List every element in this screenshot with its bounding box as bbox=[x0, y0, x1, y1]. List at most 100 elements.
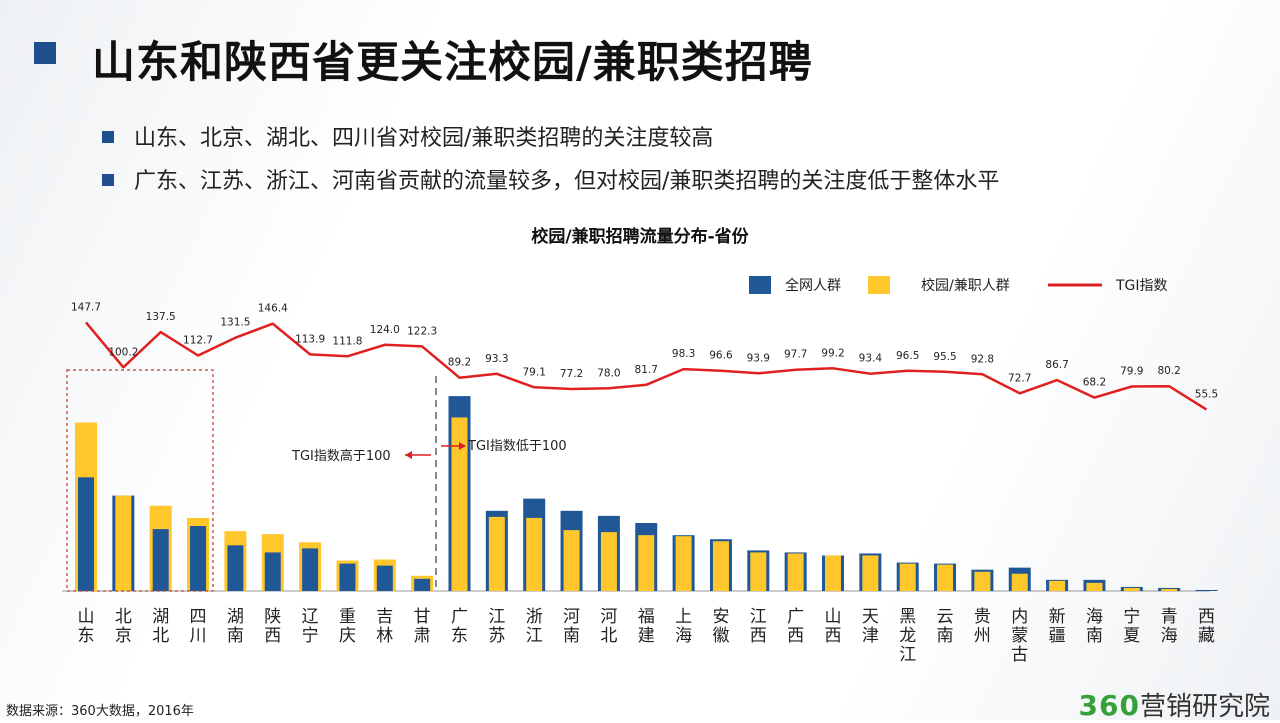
category-label-2: 湖北 bbox=[152, 607, 169, 646]
category-label-24: 贵州 bbox=[974, 607, 991, 646]
tgi-label-17: 96.6 bbox=[709, 350, 733, 362]
tgi-label-11: 93.3 bbox=[485, 353, 508, 365]
category-label-28: 宁夏 bbox=[1123, 607, 1140, 646]
category-label-6: 辽宁 bbox=[302, 607, 319, 646]
bullet-1: 山东、北京、湖北、四川省对校园/兼职类招聘的关注度较高 bbox=[102, 120, 713, 152]
legend-label-tgi: TGI指数 bbox=[1115, 278, 1168, 294]
bar-campus-23 bbox=[937, 564, 954, 591]
category-label-12: 浙江 bbox=[526, 607, 543, 646]
bar-campus-24 bbox=[974, 571, 991, 591]
tgi-label-22: 96.5 bbox=[896, 350, 919, 362]
tgi-label-10: 89.2 bbox=[448, 357, 471, 369]
category-label-22: 黑龙江 bbox=[899, 607, 916, 665]
category-label-18: 江西 bbox=[750, 607, 767, 646]
bar-campus-12 bbox=[526, 517, 543, 591]
tgi-label-0: 147.7 bbox=[71, 301, 101, 313]
bar-campus-21 bbox=[862, 555, 879, 591]
category-label-15: 福建 bbox=[638, 607, 655, 646]
tgi-label-13: 77.2 bbox=[560, 368, 583, 380]
bar-overall-4 bbox=[227, 545, 244, 591]
bar-campus-10 bbox=[451, 417, 468, 591]
bar-overall-30 bbox=[1195, 589, 1218, 591]
tgi-label-5: 146.4 bbox=[258, 303, 288, 315]
tgi-label-7: 111.8 bbox=[332, 335, 362, 347]
tgi-label-16: 98.3 bbox=[672, 348, 695, 360]
bullet-square-icon bbox=[102, 174, 114, 186]
tgi-label-24: 92.8 bbox=[971, 353, 994, 365]
tgi-label-19: 97.7 bbox=[784, 349, 807, 361]
bar-campus-17 bbox=[712, 541, 729, 591]
tgi-label-6: 113.9 bbox=[295, 333, 325, 345]
highlight-box bbox=[66, 369, 214, 592]
bullet-2: 广东、江苏、浙江、河南省贡献的流量较多，但对校园/兼职类招聘的关注度低于整体水平 bbox=[102, 163, 999, 195]
arrow-right-icon bbox=[459, 442, 466, 450]
tgi-label-18: 93.9 bbox=[747, 352, 770, 364]
category-label-1: 北京 bbox=[115, 607, 132, 646]
category-label-30: 西藏 bbox=[1198, 607, 1215, 646]
bar-campus-13 bbox=[563, 530, 580, 591]
legend-swatch-campus bbox=[868, 276, 890, 294]
category-label-3: 四川 bbox=[190, 607, 207, 646]
category-label-21: 天津 bbox=[862, 607, 879, 646]
bar-campus-1 bbox=[115, 495, 132, 591]
category-label-4: 湖南 bbox=[227, 607, 244, 646]
arrow-left-icon bbox=[405, 451, 412, 459]
bar-campus-28 bbox=[1123, 587, 1140, 591]
bar-overall-5 bbox=[264, 552, 281, 591]
category-label-17: 安徽 bbox=[712, 607, 729, 646]
tgi-label-30: 55.5 bbox=[1195, 389, 1218, 401]
tgi-label-25: 72.7 bbox=[1008, 372, 1031, 384]
bar-overall-6 bbox=[302, 548, 319, 591]
bar-campus-22 bbox=[899, 563, 916, 591]
bar-campus-25 bbox=[1011, 573, 1028, 591]
bar-campus-14 bbox=[600, 532, 617, 591]
bar-campus-16 bbox=[675, 536, 692, 591]
logo-number: 360 bbox=[1078, 689, 1140, 722]
tgi-label-14: 78.0 bbox=[597, 367, 620, 379]
category-label-13: 河南 bbox=[563, 607, 580, 646]
logo-text: 营销研究院 bbox=[1139, 692, 1270, 722]
category-label-9: 甘肃 bbox=[414, 607, 431, 646]
category-label-14: 河北 bbox=[600, 607, 617, 646]
bar-campus-20 bbox=[825, 555, 841, 591]
bar-campus-27 bbox=[1086, 582, 1103, 591]
legend-label-campus: 校园/兼职人群 bbox=[921, 277, 1010, 294]
annotation-above: TGI指数高于100 bbox=[291, 448, 391, 464]
tgi-label-23: 95.5 bbox=[933, 351, 956, 363]
tgi-label-28: 79.9 bbox=[1120, 365, 1143, 377]
category-label-7: 重庆 bbox=[339, 607, 356, 646]
bar-campus-15 bbox=[638, 535, 655, 591]
category-label-29: 青海 bbox=[1161, 607, 1178, 646]
tgi-label-27: 68.2 bbox=[1083, 377, 1106, 389]
bullet-1-text: 山东、北京、湖北、四川省对校园/兼职类招聘的关注度较高 bbox=[134, 126, 714, 151]
tgi-label-4: 131.5 bbox=[220, 317, 250, 329]
bar-overall-8 bbox=[376, 565, 393, 591]
category-label-27: 海南 bbox=[1086, 607, 1103, 646]
data-source: 数据来源：360大数据，2016年 bbox=[6, 704, 194, 719]
tgi-label-12: 79.1 bbox=[523, 366, 546, 378]
category-label-19: 广西 bbox=[787, 607, 804, 646]
tgi-label-15: 81.7 bbox=[635, 364, 658, 376]
tgi-label-1: 100.2 bbox=[108, 346, 138, 358]
category-label-11: 江苏 bbox=[488, 607, 505, 646]
category-label-8: 吉林 bbox=[376, 607, 393, 646]
category-label-5: 陕西 bbox=[264, 607, 281, 646]
bullet-2-text: 广东、江苏、浙江、河南省贡献的流量较多，但对校园/兼职类招聘的关注度低于整体水平 bbox=[134, 169, 1000, 194]
tgi-label-21: 93.4 bbox=[859, 353, 883, 365]
bar-campus-19 bbox=[787, 553, 804, 591]
page-title: 山东和陕西省更关注校园/兼职类招聘 bbox=[92, 38, 813, 88]
tgi-line bbox=[85, 321, 1208, 411]
tgi-label-20: 99.2 bbox=[821, 347, 844, 359]
tgi-label-29: 80.2 bbox=[1157, 365, 1180, 377]
category-label-16: 上海 bbox=[675, 607, 692, 646]
bar-overall-7 bbox=[339, 563, 356, 591]
legend-swatch-overall bbox=[749, 276, 771, 294]
annotation-below: TGI指数低于100 bbox=[467, 439, 567, 454]
bar-overall-2 bbox=[152, 529, 169, 591]
bar-campus-29 bbox=[1161, 588, 1178, 591]
bar-campus-18 bbox=[750, 552, 767, 591]
tgi-label-26: 86.7 bbox=[1045, 359, 1068, 371]
bar-overall-0 bbox=[78, 477, 94, 591]
bar-overall-9 bbox=[414, 578, 431, 591]
